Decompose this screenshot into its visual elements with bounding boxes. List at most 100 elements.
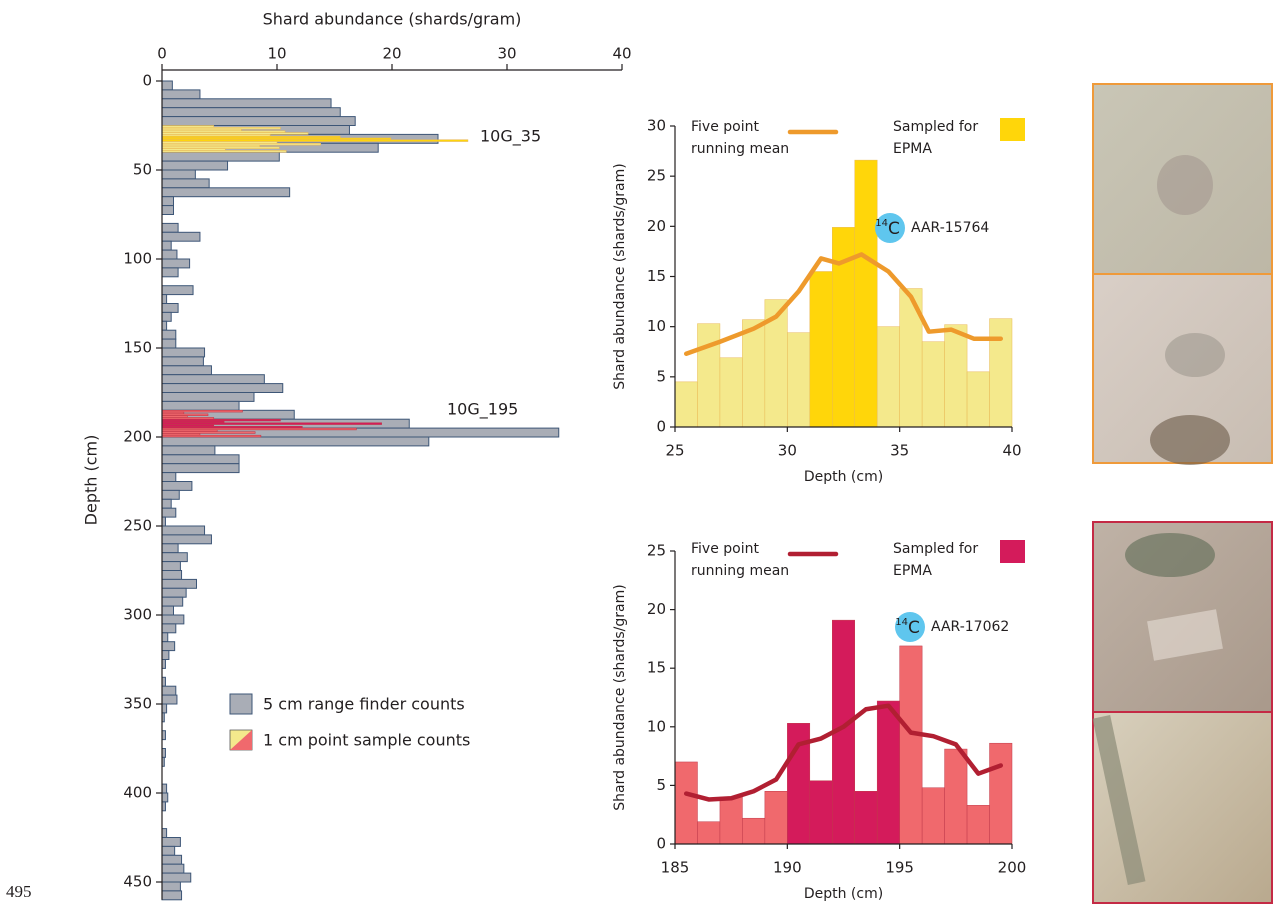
bar <box>161 160 229 171</box>
photo-panel <box>1092 83 1273 904</box>
bar <box>899 645 923 845</box>
isotope-element: C <box>888 219 900 239</box>
x-tick-label: 35 <box>890 442 909 460</box>
x-tick-label: 10 <box>267 45 286 63</box>
y-tick-label: 10 <box>647 717 666 735</box>
y-tick-label: 300 <box>123 606 152 624</box>
legend-label: EPMA <box>893 563 932 579</box>
dating-marker <box>895 612 925 642</box>
bar <box>697 821 721 845</box>
x-tick-label: 30 <box>497 45 516 63</box>
bar <box>921 787 945 845</box>
bar <box>161 552 188 563</box>
bar <box>161 311 172 322</box>
bar <box>966 805 990 845</box>
bar <box>854 159 878 428</box>
bar <box>161 481 193 491</box>
bar <box>161 561 181 571</box>
bar <box>161 178 210 189</box>
x-axis-label: Depth (cm) <box>804 886 883 902</box>
shard <box>1125 533 1215 577</box>
y-tick-label: 5 <box>656 367 666 385</box>
bar <box>161 169 196 180</box>
bar <box>161 694 178 705</box>
x-tick-label: 40 <box>1002 442 1021 460</box>
bar <box>161 285 194 296</box>
bar <box>161 872 192 883</box>
legend-label: running mean <box>691 563 789 579</box>
bar <box>161 596 184 607</box>
bar <box>161 890 183 901</box>
y-axis-label: Depth (cm) <box>82 435 101 526</box>
y-tick-label: 100 <box>123 250 152 268</box>
bar <box>161 543 179 554</box>
point-sample-bar <box>161 434 262 438</box>
bar <box>161 605 174 616</box>
bar <box>674 381 698 428</box>
bar <box>161 365 212 376</box>
y-tick-label: 20 <box>647 217 666 235</box>
bar <box>161 587 187 598</box>
bar <box>161 249 178 260</box>
bar <box>161 392 255 402</box>
y-tick-label: 25 <box>647 542 666 560</box>
bar <box>161 383 284 394</box>
x-axis-label: Shard abundance (shards/gram) <box>263 10 522 29</box>
legend-label: 5 cm range finder counts <box>263 695 465 714</box>
y-tick-label: 15 <box>647 659 666 677</box>
bar <box>161 489 180 500</box>
bar <box>161 792 169 803</box>
y-tick-label: 350 <box>123 695 152 713</box>
y-tick-label: 50 <box>133 161 152 179</box>
bar <box>989 318 1013 428</box>
bar <box>161 374 265 385</box>
legend-label: running mean <box>691 141 789 157</box>
bar <box>161 863 185 874</box>
legend-label: Five point <box>691 119 759 135</box>
x-tick-label: 185 <box>661 859 690 877</box>
bar <box>674 761 698 845</box>
bar <box>809 271 833 428</box>
bar <box>161 837 181 847</box>
y-tick-label: 30 <box>647 117 666 135</box>
bar <box>161 436 430 447</box>
bar <box>161 578 197 589</box>
y-tick-label: 0 <box>142 72 152 90</box>
bar <box>161 614 185 625</box>
bar <box>161 89 201 100</box>
y-tick-label: 150 <box>123 339 152 357</box>
x-tick-label: 25 <box>665 442 684 460</box>
bar <box>787 332 811 428</box>
y-tick-label: 20 <box>647 600 666 618</box>
bar <box>161 623 177 634</box>
bar <box>161 525 206 536</box>
bar <box>966 371 990 428</box>
legend-label: Five point <box>691 541 759 557</box>
legend-swatch <box>230 730 252 750</box>
bar <box>944 324 968 428</box>
bar <box>161 632 169 643</box>
bar <box>161 222 179 233</box>
bar <box>876 700 900 845</box>
bar <box>161 329 177 340</box>
isotope-element: C <box>908 618 920 638</box>
shard <box>1150 415 1230 465</box>
y-tick-label: 0 <box>656 835 666 853</box>
point-sample-bar <box>161 150 287 153</box>
bar <box>161 498 172 509</box>
bar <box>161 267 179 278</box>
bar <box>161 703 168 714</box>
y-tick-label: 5 <box>656 776 666 794</box>
legend-label: Sampled for <box>893 541 978 557</box>
bar <box>161 303 179 313</box>
y-tick-label: 250 <box>123 517 152 535</box>
shard <box>1157 155 1213 215</box>
bar <box>161 338 177 349</box>
bar <box>161 240 172 251</box>
bar <box>161 472 177 483</box>
bar <box>161 196 174 207</box>
bar <box>161 685 177 696</box>
x-tick-label: 200 <box>998 859 1027 877</box>
legend-label: EPMA <box>893 141 932 157</box>
